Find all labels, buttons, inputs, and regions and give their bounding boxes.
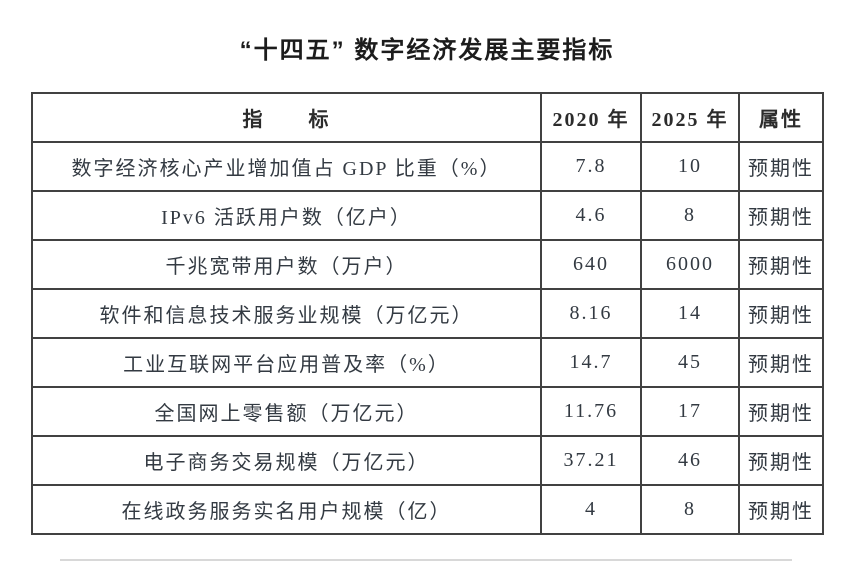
header-2025: 2025 年 — [640, 92, 740, 143]
table-row: 全国网上零售额（万亿元） 11.76 17 预期性 — [31, 386, 824, 437]
indicator-cell: 软件和信息技术服务业规模（万亿元） — [31, 288, 542, 339]
value-2025-cell: 6000 — [640, 239, 740, 290]
table-row: 工业互联网平台应用普及率（%） 14.7 45 预期性 — [31, 337, 824, 388]
table-row: 软件和信息技术服务业规模（万亿元） 8.16 14 预期性 — [31, 288, 824, 339]
attribute-cell: 预期性 — [738, 435, 824, 486]
value-2025-cell: 46 — [640, 435, 740, 486]
indicator-cell: 电子商务交易规模（万亿元） — [31, 435, 542, 486]
indicator-cell: 工业互联网平台应用普及率（%） — [31, 337, 542, 388]
attribute-cell: 预期性 — [738, 239, 824, 290]
attribute-cell: 预期性 — [738, 337, 824, 388]
value-2025-cell: 17 — [640, 386, 740, 437]
attribute-cell: 预期性 — [738, 484, 824, 535]
table-header-row: 指 标 2020 年 2025 年 属性 — [31, 92, 824, 143]
page-title: “十四五” 数字经济发展主要指标 — [239, 37, 615, 64]
table-row: 电子商务交易规模（万亿元） 37.21 46 预期性 — [31, 435, 824, 486]
value-2020-cell: 7.8 — [540, 141, 642, 192]
indicator-cell: 在线政务服务实名用户规模（亿） — [31, 484, 542, 535]
attribute-cell: 预期性 — [738, 288, 824, 339]
attribute-cell: 预期性 — [738, 386, 824, 437]
value-2025-cell: 14 — [640, 288, 740, 339]
indicator-cell: IPv6 活跃用户数（亿户） — [31, 190, 542, 241]
header-indicator: 指 标 — [31, 92, 542, 143]
value-2020-cell: 8.16 — [540, 288, 642, 339]
value-2020-cell: 4.6 — [540, 190, 642, 241]
value-2025-cell: 45 — [640, 337, 740, 388]
attribute-cell: 预期性 — [738, 141, 824, 192]
table-row: 数字经济核心产业增加值占 GDP 比重（%） 7.8 10 预期性 — [31, 141, 824, 192]
value-2020-cell: 14.7 — [540, 337, 642, 388]
header-attribute: 属性 — [738, 92, 824, 143]
attribute-cell: 预期性 — [738, 190, 824, 241]
indicator-cell: 千兆宽带用户数（万户） — [31, 239, 542, 290]
value-2025-cell: 10 — [640, 141, 740, 192]
value-2020-cell: 640 — [540, 239, 642, 290]
value-2020-cell: 11.76 — [540, 386, 642, 437]
indicator-cell: 全国网上零售额（万亿元） — [31, 386, 542, 437]
header-2020: 2020 年 — [540, 92, 642, 143]
value-2020-cell: 37.21 — [540, 435, 642, 486]
value-2020-cell: 4 — [540, 484, 642, 535]
indicator-cell: 数字经济核心产业增加值占 GDP 比重（%） — [31, 141, 542, 192]
table-row: 千兆宽带用户数（万户） 640 6000 预期性 — [31, 239, 824, 290]
value-2025-cell: 8 — [640, 190, 740, 241]
value-2025-cell: 8 — [640, 484, 740, 535]
table-row: IPv6 活跃用户数（亿户） 4.6 8 预期性 — [31, 190, 824, 241]
table-row: 在线政务服务实名用户规模（亿） 4 8 预期性 — [31, 484, 824, 535]
indicators-table: 指 标 2020 年 2025 年 属性 数字经济核心产业增加值占 GDP 比重… — [31, 92, 824, 535]
bottom-faint-line — [60, 559, 792, 561]
